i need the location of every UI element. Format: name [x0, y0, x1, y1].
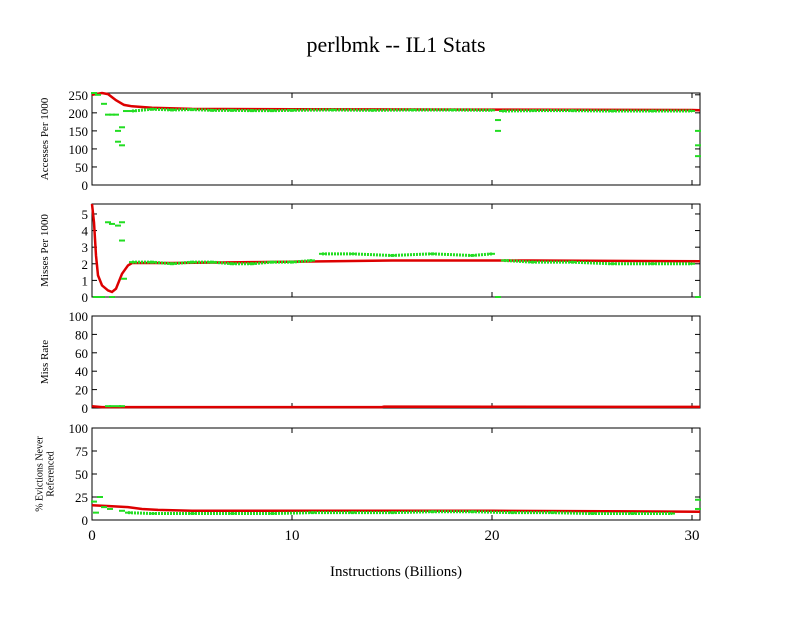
interval-band [128, 513, 152, 514]
interval-point [115, 130, 121, 132]
x-tick-label: 10 [285, 528, 300, 544]
interval-point [115, 225, 121, 227]
interval-point [119, 240, 125, 242]
interval-band [392, 254, 432, 256]
y-tick-label: 80 [75, 327, 88, 342]
x-tick-label: 20 [485, 528, 500, 544]
interval-band [272, 513, 312, 514]
y-tick-label: 3 [82, 240, 89, 255]
interval-point [695, 499, 701, 501]
interval-point [97, 496, 103, 498]
y-tick-label: 1 [82, 273, 89, 288]
interval-point [119, 510, 125, 512]
interval-band [552, 513, 592, 514]
interval-point [119, 126, 125, 128]
interval-point [95, 94, 101, 96]
panel-frame [92, 204, 700, 297]
interval-point [123, 110, 129, 112]
y-tick-label: 100 [69, 142, 89, 157]
y-tick-label: 40 [75, 364, 88, 379]
chart-title: perlbmk -- IL1 Stats [306, 32, 485, 57]
y-tick-label: 20 [75, 383, 88, 398]
interval-point [695, 130, 701, 132]
cumulative-line [92, 406, 700, 407]
interval-point [91, 92, 97, 94]
y-tick-label: 5 [82, 207, 89, 222]
panel-frame [92, 93, 700, 185]
interval-point [93, 296, 99, 298]
y-tick-label: 25 [75, 490, 88, 505]
y-tick-label: 200 [69, 106, 89, 121]
y-axis-label: % Evictions Never [35, 436, 46, 512]
interval-point [113, 114, 119, 116]
interval-point [107, 508, 113, 510]
interval-point [495, 119, 501, 121]
y-tick-label: 0 [82, 290, 89, 305]
interval-point [495, 130, 501, 132]
y-tick-label: 75 [75, 444, 88, 459]
y-tick-label: 0 [82, 513, 89, 528]
y-tick-label: 250 [69, 88, 89, 103]
y-tick-label: 4 [82, 224, 89, 239]
y-axis-label: Misses Per 1000 [39, 214, 51, 287]
interval-point [695, 144, 701, 146]
interval-point [695, 508, 701, 510]
y-tick-label: 100 [69, 421, 89, 436]
interval-point [495, 296, 501, 298]
interval-point [109, 296, 115, 298]
y-tick-label: 50 [75, 467, 88, 482]
panel-frame [92, 428, 700, 520]
interval-point [99, 296, 105, 298]
interval-band [432, 254, 472, 256]
panel-frame [92, 316, 700, 408]
interval-point [121, 278, 127, 280]
interval-band [572, 262, 612, 264]
y-tick-label: 2 [82, 257, 89, 272]
interval-point [101, 103, 107, 105]
y-tick-label: 0 [82, 401, 89, 416]
y-axis-label: Referenced [46, 451, 57, 497]
y-axis-label: Accesses Per 1000 [39, 97, 51, 180]
cumulative-line [92, 505, 700, 511]
interval-point [119, 221, 125, 223]
y-tick-label: 0 [82, 178, 89, 193]
interval-band [472, 512, 512, 513]
interval-point [101, 506, 107, 508]
interval-point [119, 405, 125, 407]
y-tick-label: 50 [75, 160, 88, 175]
interval-band [352, 254, 392, 256]
interval-point [91, 501, 97, 503]
y-tick-label: 150 [69, 124, 89, 139]
cumulative-line [92, 204, 700, 292]
interval-point [119, 144, 125, 146]
y-tick-label: 100 [69, 309, 89, 324]
x-tick-label: 30 [685, 528, 700, 544]
x-axis-label: Instructions (Billions) [330, 564, 462, 580]
cumulative-line [92, 93, 700, 110]
interval-point [109, 223, 115, 225]
interval-point [109, 405, 115, 407]
y-axis-label: Miss Rate [39, 340, 51, 384]
interval-point [695, 296, 701, 298]
interval-point [115, 141, 121, 143]
x-tick-label: 0 [88, 528, 96, 544]
interval-point [93, 512, 99, 514]
y-tick-label: 60 [75, 346, 88, 361]
interval-point [695, 155, 701, 157]
